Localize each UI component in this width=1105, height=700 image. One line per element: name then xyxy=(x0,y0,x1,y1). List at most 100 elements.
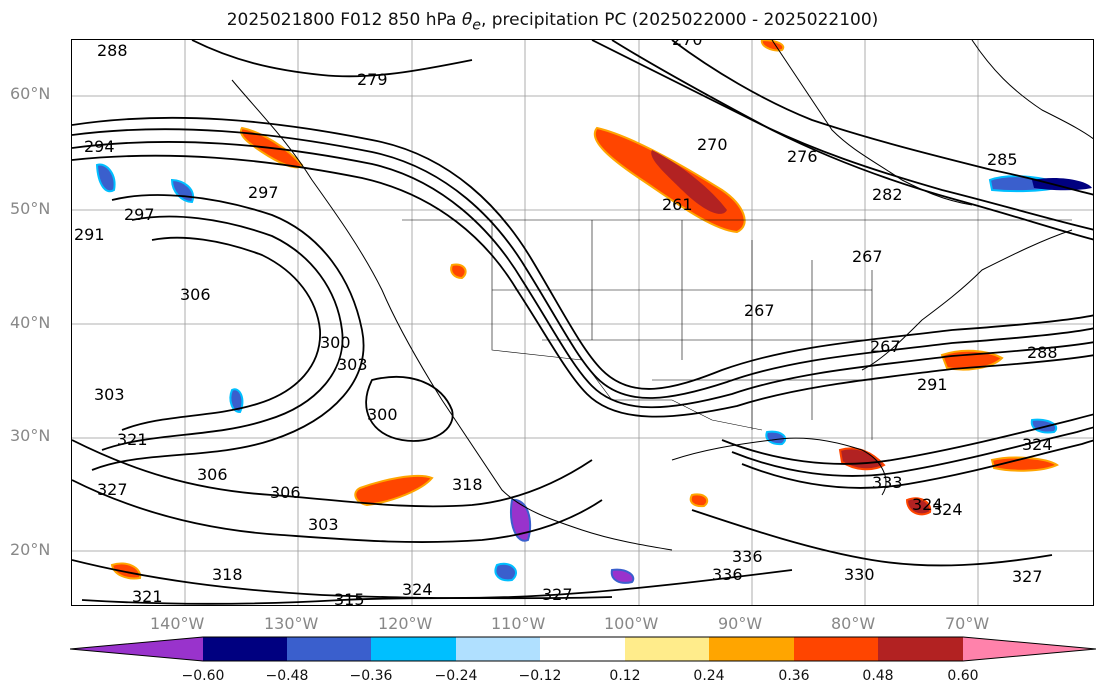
theta-e-contours xyxy=(72,40,1093,605)
title-suffix: , precipitation PC (2025022000 - 2025022… xyxy=(480,10,879,30)
contour-labels: 288 279 270 270 276 282 285 294 297 297 … xyxy=(74,40,1058,606)
precip-region-pacific xyxy=(354,474,434,507)
precip-region-small1 xyxy=(450,263,467,280)
contour-label: 327 xyxy=(542,585,573,604)
contour-label: 297 xyxy=(124,205,155,224)
contour-label: 291 xyxy=(74,225,105,244)
contour-label: 267 xyxy=(852,247,883,266)
contour-label: 288 xyxy=(97,41,128,60)
map-canvas: 288 279 270 270 276 282 285 294 297 297 … xyxy=(72,40,1093,606)
contour-label: 315 xyxy=(334,590,365,606)
contour-label: 321 xyxy=(132,587,163,606)
contour-label: 261 xyxy=(662,195,693,214)
colorbar-segment xyxy=(456,637,540,661)
lon-label: 80°W xyxy=(831,614,876,633)
colorbar-label: −0.60 xyxy=(181,668,225,684)
lon-label: 130°W xyxy=(264,614,319,633)
colorbar-segment xyxy=(203,637,287,661)
contour-label: 336 xyxy=(712,565,743,584)
neg-region-nw xyxy=(95,163,116,193)
contour-label: 288 xyxy=(1027,343,1058,362)
contour-label: 282 xyxy=(872,185,903,204)
lon-label: 100°W xyxy=(604,614,659,633)
colorbar-label: −0.24 xyxy=(434,668,478,684)
precip-region-caribbean xyxy=(905,497,932,516)
contour-label: 321 xyxy=(117,430,148,449)
lat-label: 20°N xyxy=(10,540,51,559)
state-borders xyxy=(402,219,1072,440)
colorbar-segment xyxy=(709,637,794,661)
contour-label: 324 xyxy=(1022,435,1053,454)
contour-label: 330 xyxy=(844,565,875,584)
colorbar-segment xyxy=(371,637,456,661)
contour-label: 303 xyxy=(337,355,368,374)
contour-label: 279 xyxy=(357,70,388,89)
colorbar-outline xyxy=(70,636,1096,662)
title-prefix: 2025021800 F012 850 hPa xyxy=(226,10,462,30)
neg-region-sw xyxy=(229,388,244,414)
contour-label: 291 xyxy=(917,375,948,394)
neg-region-pacific xyxy=(170,178,195,204)
contour-label: 285 xyxy=(987,150,1018,169)
lat-label: 30°N xyxy=(10,426,51,445)
precip-region-gulf xyxy=(838,447,886,471)
precip-region-sw xyxy=(110,562,142,580)
contour-label: 303 xyxy=(308,515,339,534)
title-symbol: θ xyxy=(461,10,473,30)
gridlines xyxy=(72,40,1093,605)
contour-label: 270 xyxy=(697,135,728,154)
map-title: 2025021800 F012 850 hPa θe, precipitatio… xyxy=(0,10,1105,33)
contour-label: 336 xyxy=(732,547,763,566)
contour-label: 327 xyxy=(97,480,128,499)
contour-label: 276 xyxy=(787,147,818,166)
colorbar-label: 0.36 xyxy=(778,668,810,684)
contour-label: 318 xyxy=(212,565,243,584)
precip-region-canada-core xyxy=(651,150,727,214)
colorbar xyxy=(70,636,1096,662)
map-panel: 288 279 270 270 276 282 285 294 297 297 … xyxy=(71,39,1094,606)
colorbar-segment xyxy=(625,637,709,661)
precip-region-small2 xyxy=(689,493,709,508)
colorbar-segment xyxy=(287,637,371,661)
contour-label: 318 xyxy=(452,475,483,494)
colorbar-label: 0.12 xyxy=(609,668,641,684)
colorbar-extend-low xyxy=(70,637,203,661)
neg-region-mexico xyxy=(510,498,532,542)
contour-label: 324 xyxy=(402,580,433,599)
colorbar-label: 0.24 xyxy=(693,668,725,684)
lat-label: 60°N xyxy=(10,84,51,103)
colorbar-segment xyxy=(540,637,625,661)
contour-label: 294 xyxy=(84,137,115,156)
contour-label: 324 xyxy=(932,500,963,519)
lat-label: 40°N xyxy=(10,313,51,332)
colorbar-label: −0.12 xyxy=(518,668,562,684)
precip-region-small3 xyxy=(760,40,785,52)
colorbar-segment xyxy=(794,637,878,661)
contour-label: 324 xyxy=(912,495,943,514)
precip-negative-regions xyxy=(95,163,1092,584)
colorbar-label: −0.48 xyxy=(265,668,309,684)
colorbar-label: 0.48 xyxy=(862,668,894,684)
title-subscript: e xyxy=(472,17,481,34)
contour-label: 267 xyxy=(744,301,775,320)
neg-region-carib xyxy=(610,568,635,584)
contour-label: 300 xyxy=(367,405,398,424)
contour-label: 267 xyxy=(870,337,901,356)
lon-label: 120°W xyxy=(378,614,433,633)
lon-label: 140°W xyxy=(150,614,205,633)
contour-label: 303 xyxy=(94,385,125,404)
lon-label: 90°W xyxy=(718,614,763,633)
neg-region-ne2 xyxy=(1032,177,1092,191)
contour-label: 327 xyxy=(1012,567,1043,586)
colorbar-segment xyxy=(878,637,963,661)
lon-label: 70°W xyxy=(945,614,990,633)
colorbar-label: −0.36 xyxy=(349,668,393,684)
precip-region-atlantic xyxy=(990,456,1059,472)
contour-label: 300 xyxy=(320,333,351,352)
contour-label: 306 xyxy=(197,465,228,484)
contour-label: 333 xyxy=(872,473,903,492)
lon-label: 110°W xyxy=(491,614,546,633)
neg-region-gulf xyxy=(765,430,787,446)
contour-label: 270 xyxy=(672,40,703,49)
contour-label: 306 xyxy=(180,285,211,304)
